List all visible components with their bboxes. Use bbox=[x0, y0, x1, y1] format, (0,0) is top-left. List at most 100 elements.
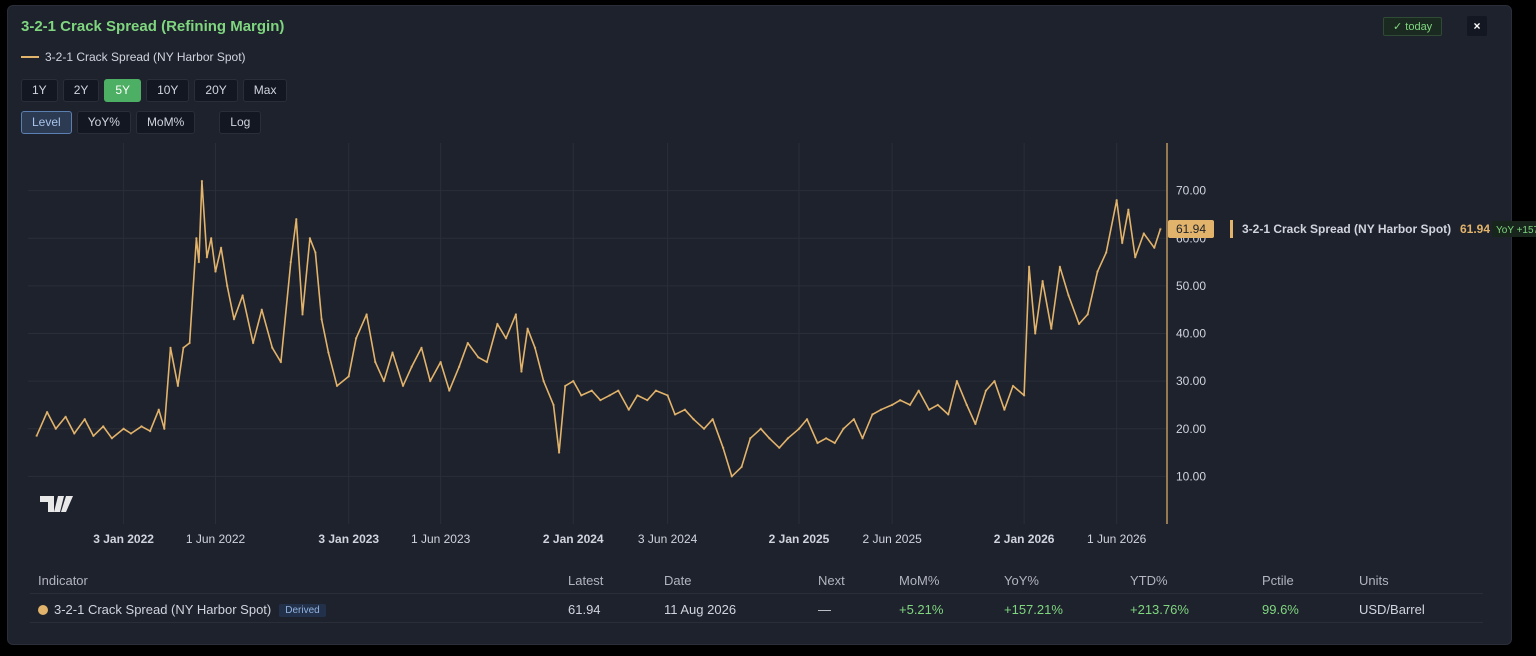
data-point bbox=[1096, 270, 1099, 273]
data-point bbox=[308, 237, 312, 240]
data-point bbox=[608, 394, 611, 397]
data-point bbox=[599, 398, 602, 402]
data-point bbox=[879, 408, 883, 411]
data-point bbox=[1133, 256, 1137, 259]
data-point bbox=[195, 237, 198, 240]
series-line bbox=[35, 180, 1162, 478]
data-point bbox=[692, 418, 695, 421]
data-point bbox=[448, 389, 451, 392]
data-point bbox=[721, 446, 725, 449]
data-point bbox=[457, 365, 461, 369]
data-point bbox=[617, 389, 620, 392]
page-title: 3-2-1 Crack Spread (Refining Margin) bbox=[21, 18, 285, 35]
data-point bbox=[526, 327, 529, 330]
data-point bbox=[797, 427, 801, 430]
data-point bbox=[169, 346, 172, 349]
range-button-10y[interactable]: 10Y bbox=[146, 79, 190, 102]
range-button-max[interactable]: Max bbox=[242, 79, 288, 102]
data-point bbox=[391, 351, 394, 354]
range-button-20y[interactable]: 20Y bbox=[194, 79, 238, 102]
data-point bbox=[197, 260, 201, 264]
x-tick-label: 1 Jun 2022 bbox=[186, 532, 246, 546]
data-point bbox=[552, 403, 555, 407]
data-point bbox=[200, 179, 204, 183]
data-point bbox=[557, 451, 561, 454]
data-point bbox=[73, 432, 76, 435]
pctile-cell: 99.6% bbox=[1262, 602, 1299, 617]
data-point bbox=[1127, 208, 1130, 211]
range-button-5y[interactable]: 5Y bbox=[104, 79, 142, 102]
status-badge: ✓ today bbox=[1383, 17, 1443, 36]
data-point bbox=[401, 384, 405, 388]
data-point bbox=[64, 415, 67, 419]
data-point bbox=[382, 379, 386, 383]
mode-button-yoy[interactable]: YoY% bbox=[76, 111, 131, 134]
data-point bbox=[251, 341, 255, 345]
data-point bbox=[219, 246, 223, 249]
data-point bbox=[157, 408, 160, 411]
data-point bbox=[295, 218, 298, 221]
y-tick-label: 10.00 bbox=[1176, 469, 1206, 483]
data-point bbox=[485, 360, 489, 364]
indicator-cell[interactable]: 3-2-1 Crack Spread (NY Harbor Spot) Deriv… bbox=[38, 602, 326, 617]
data-point bbox=[646, 398, 649, 402]
x-tick-label: 1 Jun 2026 bbox=[1087, 532, 1147, 546]
chart-legend: 3-2-1 Crack Spread (NY Harbor Spot) bbox=[21, 50, 246, 64]
data-point bbox=[993, 379, 996, 383]
date-cell: 11 Aug 2026 bbox=[664, 602, 737, 617]
data-point bbox=[428, 379, 432, 383]
data-point bbox=[327, 351, 330, 354]
data-point bbox=[533, 346, 537, 349]
close-icon[interactable]: × bbox=[1467, 16, 1487, 36]
mode-button-level[interactable]: Level bbox=[21, 111, 72, 134]
last-value-box bbox=[1168, 220, 1214, 239]
data-point bbox=[572, 379, 575, 383]
data-point bbox=[666, 394, 669, 397]
data-point bbox=[439, 360, 442, 364]
range-button-2y[interactable]: 2Y bbox=[62, 79, 100, 102]
data-point bbox=[871, 413, 874, 416]
derived-badge: Derived bbox=[279, 604, 326, 617]
x-tick-label: 3 Jan 2022 bbox=[93, 532, 154, 546]
data-point bbox=[301, 313, 304, 316]
y-tick-label: 30.00 bbox=[1176, 374, 1206, 388]
range-button-1y[interactable]: 1Y bbox=[21, 79, 58, 102]
data-point bbox=[92, 434, 95, 438]
data-point bbox=[898, 398, 902, 402]
end-label-name: 3-2-1 Crack Spread (NY Harbor Spot) bbox=[1242, 222, 1451, 236]
data-point bbox=[842, 427, 845, 430]
data-point bbox=[260, 308, 263, 311]
y-tick-label: 50.00 bbox=[1176, 279, 1206, 293]
data-point bbox=[1050, 327, 1053, 330]
data-point bbox=[917, 389, 920, 392]
mode-button-mom[interactable]: MoM% bbox=[135, 111, 196, 134]
col-latest: Latest bbox=[568, 573, 604, 588]
data-point bbox=[852, 418, 856, 421]
table-row[interactable]: 3-2-1 Crack Spread (NY Harbor Spot) Deriv… bbox=[30, 594, 1483, 623]
x-tick-label: 3 Jan 2023 bbox=[318, 532, 379, 546]
data-point bbox=[984, 389, 988, 392]
latest-cell: 61.94 bbox=[568, 602, 601, 617]
mode-selector: Level YoY% MoM% Log bbox=[21, 111, 262, 134]
data-point bbox=[320, 318, 323, 321]
table-header: Indicator Latest Date Next MoM% YoY% YTD… bbox=[30, 565, 1483, 594]
end-label-yoy: YoY +157.21% bbox=[1496, 225, 1536, 236]
data-point bbox=[496, 322, 499, 326]
data-point bbox=[590, 389, 593, 392]
ytd-cell: +213.76% bbox=[1130, 602, 1189, 617]
data-point bbox=[54, 427, 57, 430]
data-point bbox=[1058, 265, 1062, 269]
y-tick-label: 20.00 bbox=[1176, 422, 1206, 436]
data-point bbox=[683, 408, 687, 411]
last-value-label: 61.94 bbox=[1176, 222, 1206, 236]
data-point bbox=[890, 403, 894, 407]
data-point bbox=[148, 429, 152, 433]
data-point bbox=[289, 260, 292, 264]
col-yoy: YoY% bbox=[1004, 573, 1039, 588]
log-scale-button[interactable]: Log bbox=[219, 111, 262, 134]
data-point bbox=[1041, 279, 1044, 283]
data-point bbox=[504, 337, 508, 340]
col-units: Units bbox=[1359, 573, 1389, 588]
x-tick-label: 3 Jun 2024 bbox=[638, 532, 698, 546]
